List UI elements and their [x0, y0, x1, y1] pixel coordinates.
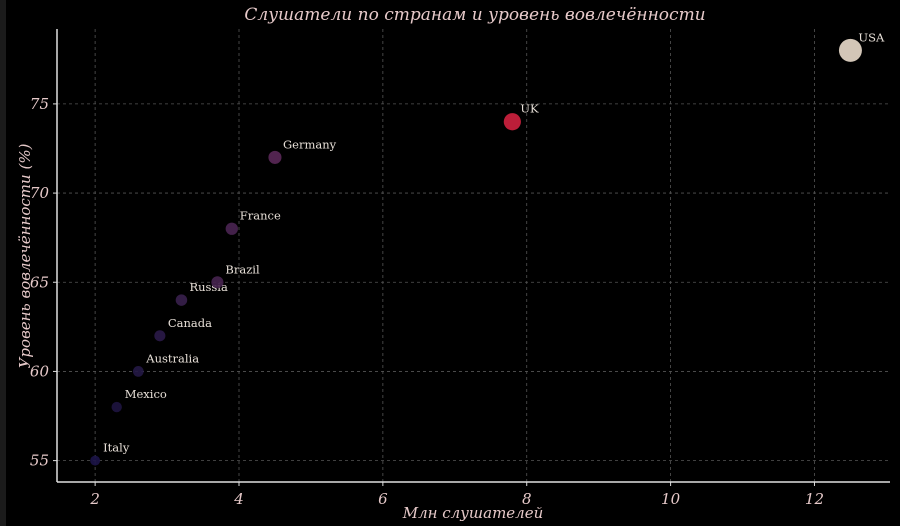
point-label: France	[240, 209, 281, 223]
y-tick-label: 55	[30, 452, 49, 470]
point-canada	[154, 330, 166, 342]
y-tick-label: 65	[30, 273, 49, 291]
point-france	[225, 222, 238, 235]
point-brazil	[211, 276, 224, 289]
x-tick-label: 10	[661, 490, 681, 508]
chart-title: Слушатели по странам и уровень вовлечённ…	[244, 5, 705, 25]
point-label: Italy	[103, 441, 130, 455]
point-italy	[90, 455, 101, 466]
points: ItalyMexicoAustraliaCanadaRussiaBrazilFr…	[90, 30, 885, 466]
point-label: Brazil	[225, 262, 260, 276]
x-tick-label: 2	[89, 490, 100, 508]
point-germany	[268, 150, 282, 164]
point-label: USA	[858, 30, 885, 44]
point-usa	[838, 38, 862, 62]
grid	[57, 29, 890, 482]
plot-area: 2 4 6 8 10 12 55 60 65 70 75 Italy Mexico Australia C…	[6, 0, 900, 526]
x-tick-label: 8	[522, 490, 532, 508]
point-russia	[175, 294, 188, 306]
point-label: Germany	[283, 137, 337, 151]
point-uk	[503, 113, 521, 131]
x-tick-label: 4	[233, 490, 244, 508]
y-tick-label: 60	[30, 362, 50, 380]
x-tick-label: 6	[378, 490, 388, 508]
point-label: Mexico	[125, 387, 167, 401]
point-label: UK	[520, 102, 539, 116]
y-tick-label: 75	[30, 95, 49, 113]
point-label: Canada	[168, 316, 212, 330]
x-tick-label: 12	[805, 490, 824, 508]
y-tick-label: 70	[30, 184, 50, 202]
axes: 2 4 6 8 10 12 55 60 65 70 75	[30, 29, 890, 508]
y-axis-label: Уровень вовлечённости (%)	[16, 143, 34, 368]
x-axis-label: Млн слушателей	[402, 504, 544, 522]
point-australia	[132, 366, 144, 377]
scatter-chart: 2 4 6 8 10 12 55 60 65 70 75 Italy Mexico Australia C…	[16, 5, 890, 522]
point-mexico	[111, 401, 122, 413]
point-label: Australia	[145, 351, 199, 365]
